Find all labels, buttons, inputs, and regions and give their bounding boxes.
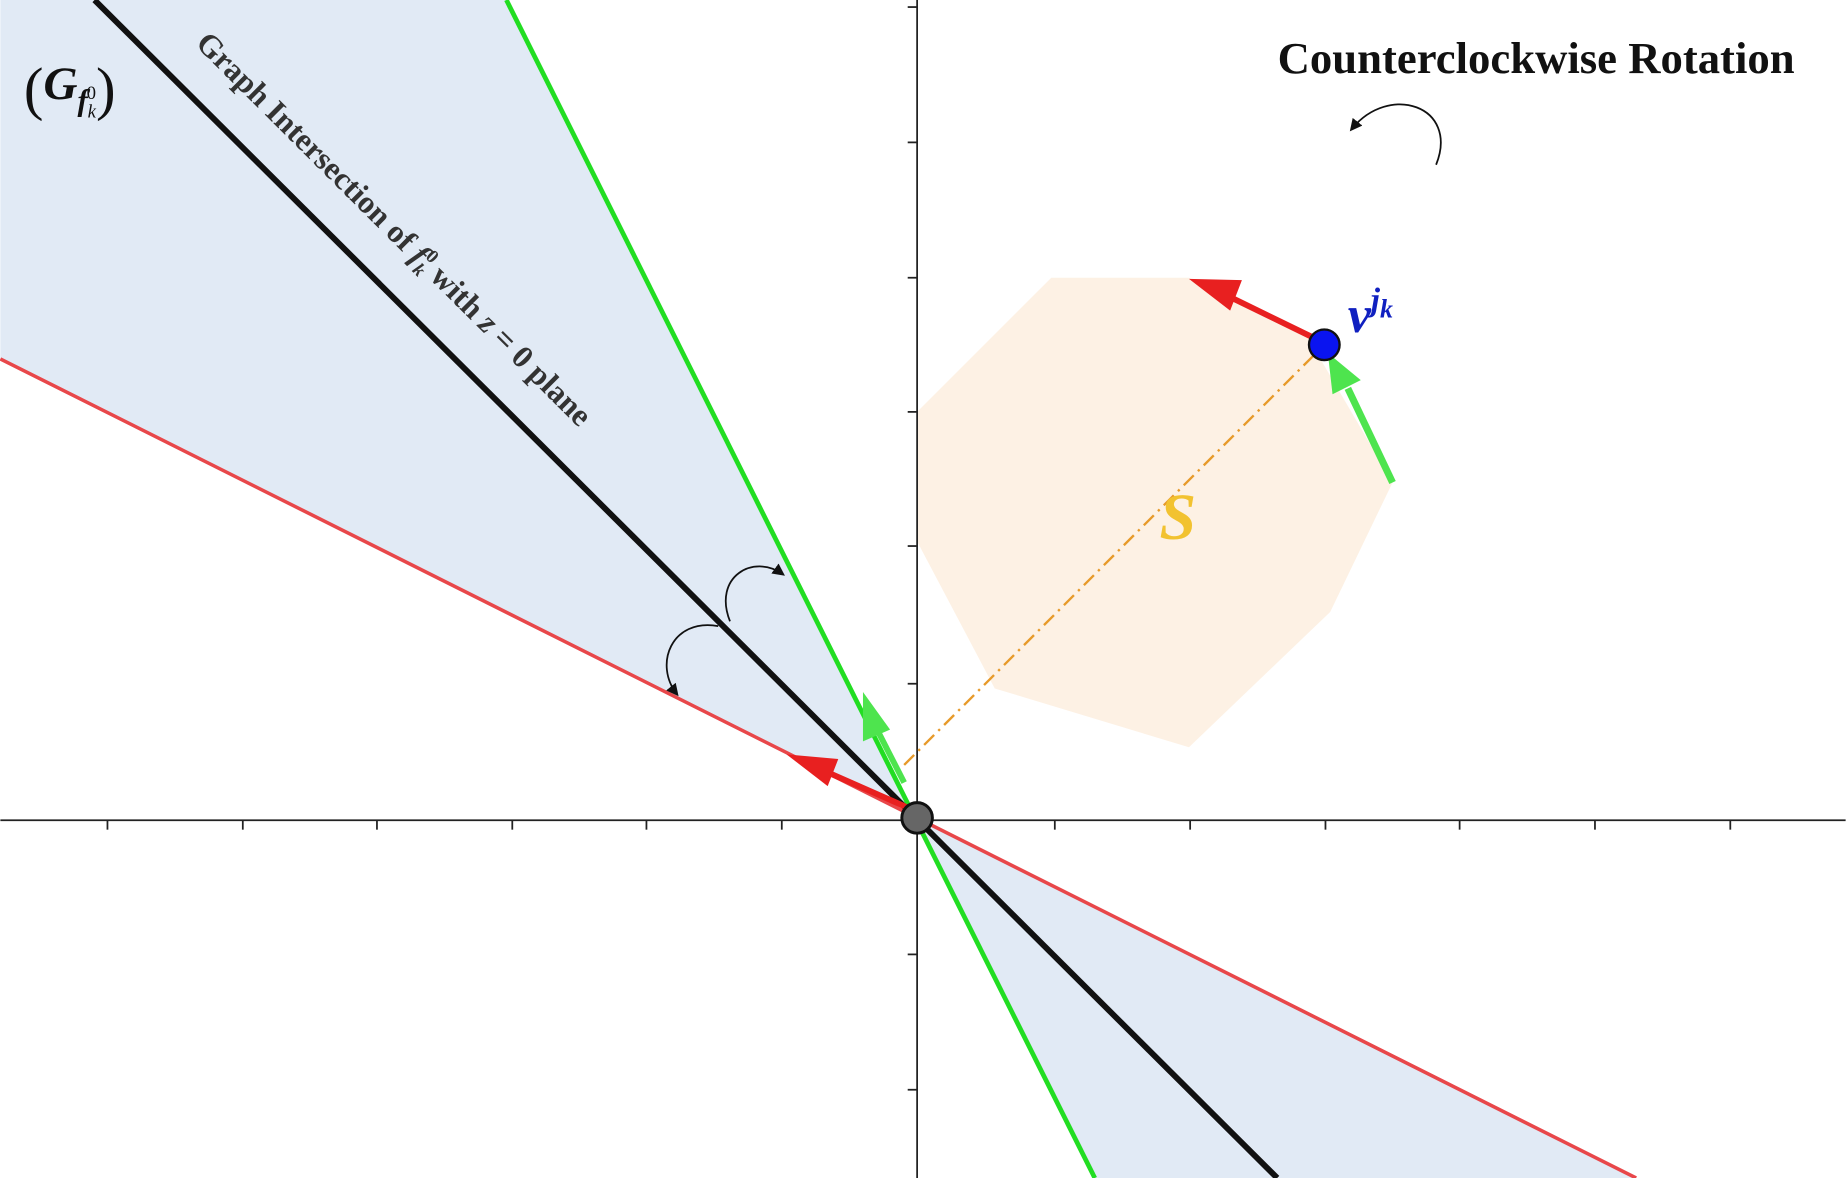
green-line [504, 0, 1097, 1178]
cone-region [0, 0, 918, 818]
cone-subsub: k [88, 102, 97, 123]
title: Counterclockwise Rotation [1278, 33, 1795, 83]
vertex-point [1307, 328, 1341, 362]
set-label: S [1160, 481, 1197, 554]
vertex-supsub: k [1380, 295, 1393, 324]
cone-letter: G [44, 58, 78, 110]
rotation-arcs [665, 103, 1442, 697]
cone-subsup: 0 [87, 83, 96, 104]
paren: ( [24, 56, 44, 121]
paren: ) [96, 56, 116, 121]
cone-sub: f [78, 84, 91, 118]
black-line [92, 0, 1280, 1178]
set-s [917, 277, 1393, 748]
vertex-base: v [1348, 287, 1372, 344]
origin-point [900, 801, 934, 835]
cone-label: (Gfk0) [24, 56, 116, 122]
vertex-label: vjk [1348, 283, 1393, 344]
arrows [786, 278, 1396, 813]
